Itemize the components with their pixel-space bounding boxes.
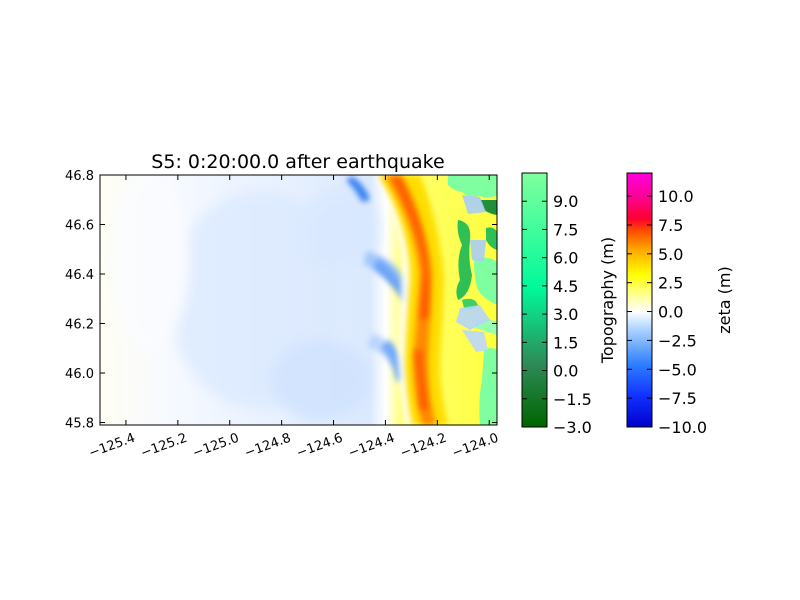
zeta-colorbar: 10.0 7.5 5.0 2.5 0.0 −2.5 −5.0 −7.5 −10.0 zeta (… bbox=[626, 172, 734, 437]
y-tick-label: 46.4 bbox=[65, 268, 94, 283]
x-tick-label: −124.2 bbox=[398, 431, 448, 462]
colorbar-tick-label: −1.5 bbox=[553, 390, 592, 409]
colorbar-tick-label: 0.0 bbox=[658, 303, 683, 322]
wave-crest-red bbox=[392, 178, 429, 320]
x-tick-label: −124.8 bbox=[243, 431, 293, 462]
y-tick-label: 46.0 bbox=[65, 367, 94, 382]
topography-colorbar: 9.0 7.5 6.0 4.5 3.0 1.5 0.0 −1.5 −3.0 Topography… bbox=[521, 172, 617, 437]
x-tick-label: −124.4 bbox=[346, 431, 396, 462]
topography-colorbar-label: Topography (m) bbox=[598, 237, 617, 364]
colorbar-tick-label: 0.0 bbox=[553, 362, 578, 381]
colorbar-tick-label: 1.5 bbox=[553, 333, 578, 352]
colorbar-tick-label: 5.0 bbox=[658, 245, 683, 264]
chart-title: S5: 0:20:00.0 after earthquake bbox=[151, 151, 444, 173]
colorbar-tick-label: 7.5 bbox=[553, 220, 578, 239]
colorbar-tick-label: −7.5 bbox=[658, 389, 697, 408]
topography-colorbar-fill bbox=[521, 172, 548, 428]
colorbar-tick-label: 7.5 bbox=[658, 216, 683, 235]
x-tick-label: −125.4 bbox=[87, 431, 137, 462]
map-plot-area bbox=[100, 175, 497, 425]
colorbar-tick-label: 3.0 bbox=[553, 305, 578, 324]
wave-crest-orange bbox=[385, 175, 436, 425]
x-tick-label: −125.0 bbox=[191, 431, 241, 462]
map-frame bbox=[99, 174, 498, 426]
colorbar-tick-label: 9.0 bbox=[553, 192, 578, 211]
x-tick-label: −124.6 bbox=[295, 431, 345, 462]
y-tick-label: 46.2 bbox=[65, 318, 94, 333]
colorbar-tick-label: 2.5 bbox=[658, 274, 683, 293]
zeta-colorbar-ticks: 10.0 7.5 5.0 2.5 0.0 −2.5 −5.0 −7.5 −10.0 bbox=[627, 187, 707, 437]
zeta-colorbar-fill bbox=[626, 172, 653, 428]
colorbar-tick-label: −5.0 bbox=[658, 360, 697, 379]
topography-colorbar-ticks: 9.0 7.5 6.0 4.5 3.0 1.5 0.0 −1.5 −3.0 bbox=[522, 192, 592, 437]
y-tick-label: 46.6 bbox=[65, 219, 94, 234]
wave-crest-red-south bbox=[414, 350, 428, 410]
colorbar-tick-label: −10.0 bbox=[658, 418, 707, 437]
ocean-texture bbox=[110, 175, 380, 420]
y-axis: 45.8 46.0 46.2 46.4 46.6 46.8 bbox=[65, 169, 497, 432]
colorbar-tick-label: 6.0 bbox=[553, 249, 578, 268]
y-tick-label: 45.8 bbox=[65, 417, 94, 432]
colorbar-tick-label: −3.0 bbox=[553, 418, 592, 437]
x-tick-label: −124.0 bbox=[450, 431, 500, 462]
x-tick-label: −125.2 bbox=[139, 431, 189, 462]
zeta-colorbar-label: zeta (m) bbox=[715, 266, 734, 333]
coastal-waters bbox=[456, 195, 490, 352]
wave-crest-yellow bbox=[378, 175, 448, 425]
colorbar-tick-label: 10.0 bbox=[658, 187, 694, 206]
colorbar-tick-label: −2.5 bbox=[658, 331, 697, 350]
colorbar-tick-label: 4.5 bbox=[553, 277, 578, 296]
y-tick-label: 46.8 bbox=[65, 169, 94, 184]
land-topography bbox=[448, 175, 497, 425]
